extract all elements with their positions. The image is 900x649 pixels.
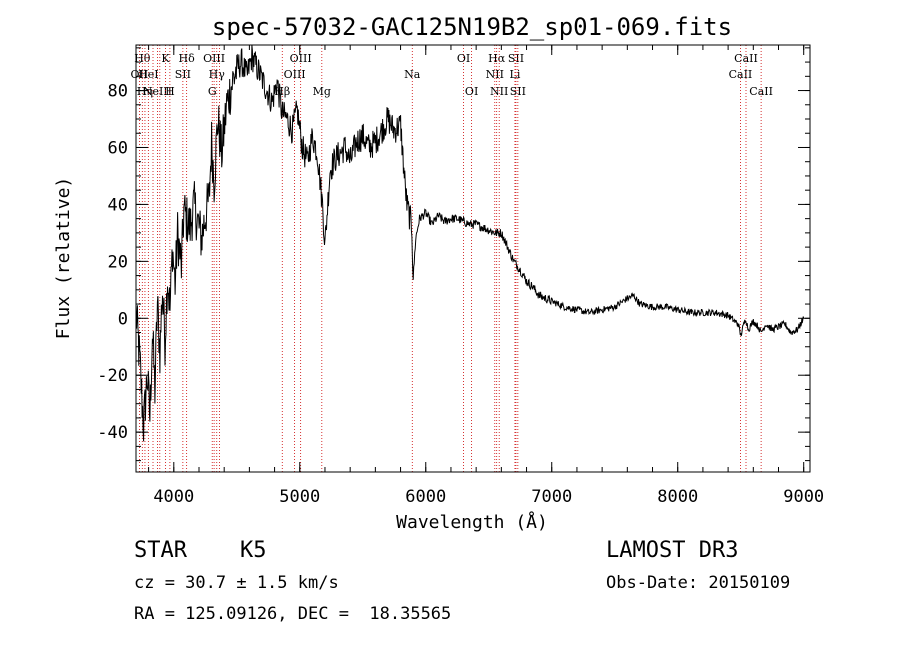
line-marker-label: SII xyxy=(508,52,524,65)
line-marker-label: OIII xyxy=(290,52,312,65)
redshift-velocity: cz = 30.7 ± 1.5 km/s xyxy=(134,573,339,593)
line-marker-label: OIII xyxy=(203,52,225,65)
survey-name: LAMOST DR3 xyxy=(606,538,739,563)
line-marker-label: H xyxy=(165,85,175,98)
line-marker-label: OIII xyxy=(284,68,306,81)
line-marker-label: CaII xyxy=(749,85,773,98)
tick-label: -20 xyxy=(97,366,128,386)
tick-label: 60 xyxy=(108,138,128,158)
line-marker-label: OI xyxy=(465,85,478,98)
tick-label: 4000 xyxy=(153,487,194,507)
line-marker-label: K xyxy=(161,52,170,65)
tick-label: 7000 xyxy=(531,487,572,507)
line-marker-label: Mg xyxy=(313,85,331,98)
tick-label: 5000 xyxy=(279,487,320,507)
line-marker-label: Li xyxy=(510,68,521,81)
line-marker-label: CaII xyxy=(729,68,753,81)
plot-frame xyxy=(135,44,811,473)
line-marker-label: SII xyxy=(510,85,526,98)
tick-label: 20 xyxy=(108,252,128,272)
line-marker-label: OII xyxy=(131,68,149,81)
line-marker-label: NII xyxy=(486,68,504,81)
spectral-line-markers: OIIHθHηHeINeIIIKHSIIHδGOIIIHγHβOIIIOIIIM… xyxy=(131,45,773,472)
object-class: STAR xyxy=(134,538,187,563)
tick-label: -40 xyxy=(97,423,128,443)
line-marker-label: NeIII xyxy=(143,85,172,98)
line-marker-label: Na xyxy=(404,68,421,81)
line-marker-label: NII xyxy=(490,85,508,98)
tick-label: 80 xyxy=(108,82,128,102)
chart-title: spec-57032-GAC125N19B2_sp01-069.fits xyxy=(212,13,732,41)
tick-label: 9000 xyxy=(783,487,824,507)
axis-ticks: 4000 5000 6000 7000 8000 9000 -40 -20 0 20 40 60 80 xyxy=(97,45,824,507)
x-axis-label: Wavelength (Å) xyxy=(396,511,548,533)
line-marker-label: Hδ xyxy=(179,52,196,65)
observation-date: Obs-Date: 20150109 xyxy=(606,573,791,593)
line-marker-label: Hγ xyxy=(209,68,226,81)
tick-label: 8000 xyxy=(657,487,698,507)
ra-dec-coordinates: RA = 125.09126, DEC = 18.35565 xyxy=(134,604,452,624)
tick-label: 6000 xyxy=(405,487,446,507)
line-marker-label: HeI xyxy=(138,68,158,81)
line-marker-label: Hη xyxy=(137,85,153,98)
y-axis-label: Flux (relative) xyxy=(53,177,74,340)
tick-label: 0 xyxy=(118,309,128,329)
object-subclass: K5 xyxy=(240,538,267,563)
tick-label: 40 xyxy=(108,195,128,215)
flux-series-line xyxy=(135,44,805,442)
line-marker-label: G xyxy=(208,85,217,98)
line-marker-label: SII xyxy=(175,68,191,81)
line-marker-label: Hα xyxy=(488,52,506,65)
line-marker-label: OI xyxy=(457,52,470,65)
line-marker-label: CaII xyxy=(734,52,758,65)
